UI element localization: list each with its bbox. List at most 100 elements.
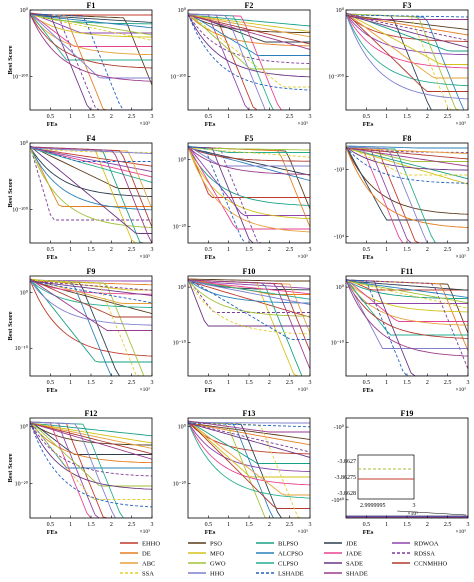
series-line-abc (346, 147, 468, 155)
series-line-sade (30, 421, 152, 490)
y-tick-label: 10⁰ (178, 424, 187, 431)
series-line-lshade (30, 280, 152, 304)
x-axis-label: FEs (363, 254, 374, 261)
series-line-alcpso (188, 147, 310, 182)
y-tick-label: 10⁰ (20, 290, 29, 297)
x-tick-label: 1.5 (403, 247, 411, 253)
series-line-gwo (188, 279, 310, 317)
series-line-shade (30, 422, 152, 460)
series-line-shade (30, 278, 152, 331)
x-tick-label: 1.5 (87, 114, 95, 120)
x-tick-label: 1 (69, 522, 72, 528)
x-axis-label: FEs (205, 529, 216, 536)
series-line-gwo (188, 12, 310, 70)
x-tick-label: 1 (385, 380, 388, 386)
series-line-ccnmhho (346, 279, 468, 339)
series-line-shade (188, 420, 310, 433)
series-line-lshade (30, 421, 152, 508)
panel-f3: F3 0.5 1 1.5 2 2.5 3×10⁵ FEs 10⁰ 10⁻²⁰⁰ (328, 1, 469, 128)
legend-label-jade: JADE (346, 551, 362, 558)
inset-y-tick-label: -3.8628 (338, 491, 357, 497)
series-line-rdwoa (188, 421, 310, 473)
series-line-de (188, 13, 310, 47)
axes-box (345, 275, 469, 377)
x-multiplier: ×10⁵ (455, 254, 466, 260)
series-line-hho (30, 421, 152, 518)
x-multiplier: ×10⁵ (139, 121, 150, 127)
y-tick-label: 10⁰ (178, 7, 187, 14)
panel-title: F12 (85, 409, 98, 418)
x-tick-label: 1 (227, 114, 230, 120)
legend-label-ccnmhho: CCNMHHO (414, 561, 448, 568)
y-tick-label: -10⁴ (334, 234, 344, 240)
x-tick-label: 0.5 (205, 247, 213, 253)
x-tick-label: 1 (385, 522, 388, 528)
y-tick-label: 10⁰ (178, 284, 187, 291)
x-axis-label: FEs (363, 121, 374, 128)
legend-label-jde: JDE (346, 541, 357, 548)
series-group (30, 420, 152, 518)
series-line-lshade (346, 146, 468, 184)
x-tick-label: 0.5 (47, 114, 55, 120)
series-line-rdssa (30, 145, 152, 221)
x-tick-label: 1.5 (245, 114, 253, 120)
x-tick-label: 3 (151, 380, 154, 386)
legend-label-mfo: MFO (210, 551, 224, 558)
x-multiplier: ×10⁵ (455, 529, 466, 535)
series-line-abc (346, 12, 468, 79)
series-line-lshade (346, 14, 468, 18)
series-line-jde (346, 145, 468, 221)
x-tick-label: 2 (268, 114, 271, 120)
legend-label-pso: PSO (210, 541, 222, 548)
series-line-ssa (346, 13, 468, 110)
series-line-abc (346, 279, 468, 326)
y-tick-label: 10⁻¹⁰ (15, 345, 29, 352)
inset-x-tick-label: 3 (413, 503, 416, 509)
y-tick-label: 10⁻²⁰⁰ (328, 74, 344, 81)
series-line-abc (30, 13, 152, 56)
x-tick-label: 2 (268, 380, 271, 386)
series-line-blpso (346, 147, 468, 180)
series-group (188, 12, 310, 110)
series-line-sade (188, 146, 310, 243)
series-line-jde (188, 147, 310, 176)
x-tick-label: 2 (426, 380, 429, 386)
series-line-lshade (346, 279, 468, 376)
series-line-sade (188, 422, 310, 458)
series-line-clpso (188, 280, 310, 300)
legend: EHHO PSO BLPSO JDE RDWOA DE MFO ALCPSO JADE RDSSA… (120, 541, 448, 578)
x-tick-label: 1.5 (245, 380, 253, 386)
series-line-sade (30, 145, 152, 234)
series-line-abc (30, 422, 152, 449)
series-line-alcpso (346, 145, 468, 149)
x-axis-label: FEs (205, 254, 216, 261)
y-tick-label: 10⁻²⁰⁰ (12, 74, 28, 81)
x-tick-label: 3 (151, 522, 154, 528)
series-line-jade (346, 146, 468, 243)
x-tick-label: 2.5 (286, 114, 294, 120)
y-tick-label: 10⁰ (20, 140, 29, 147)
x-tick-label: 1.5 (403, 114, 411, 120)
series-line-shade (188, 146, 310, 175)
series-line-pso (188, 422, 310, 440)
series-line-mfo (188, 14, 310, 32)
series-line-rdssa (188, 422, 310, 453)
series-line-jade (346, 13, 468, 69)
panel-title: F5 (245, 134, 254, 143)
y-tick-label: -10⁰ (334, 424, 345, 431)
series-line-rdssa (188, 13, 310, 65)
x-axis-label: FEs (47, 121, 58, 128)
legend-label-alcpso: ALCPSO (278, 551, 303, 558)
x-tick-label: 3 (151, 114, 154, 120)
x-tick-label: 0.5 (363, 114, 371, 120)
legend-label-abc: ABC (142, 561, 155, 568)
series-line-hho (346, 146, 468, 243)
series-line-clpso (346, 278, 468, 336)
series-line-jde (346, 280, 468, 291)
x-tick-label: 1.5 (245, 247, 253, 253)
x-tick-label: 1 (385, 247, 388, 253)
series-line-ccnmhho (30, 13, 152, 69)
legend-label-clpso: CLPSO (278, 561, 299, 568)
